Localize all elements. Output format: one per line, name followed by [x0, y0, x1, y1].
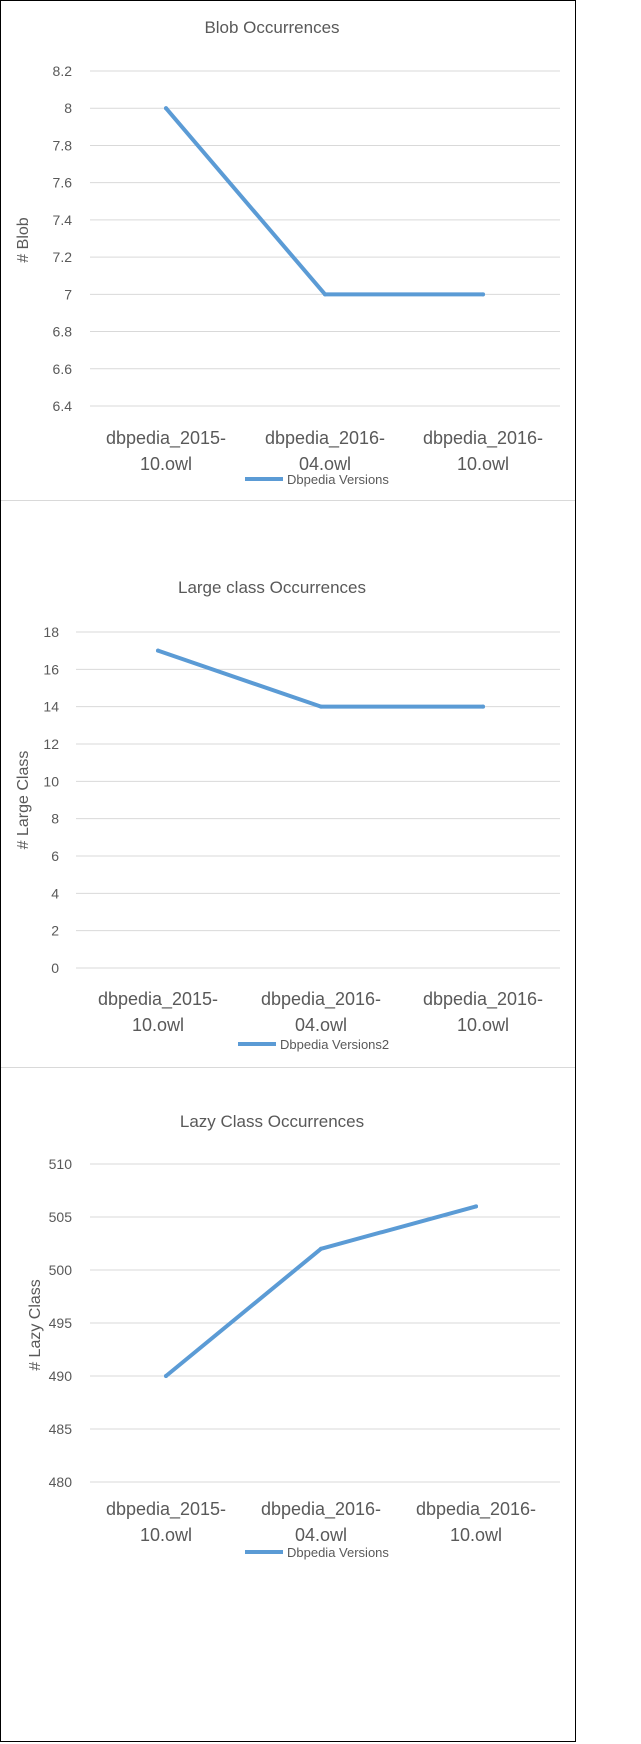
x-tick-label: dbpedia_2016- — [261, 1499, 381, 1520]
data-point — [474, 1204, 478, 1209]
data-point — [481, 292, 485, 297]
chart-separator — [1, 500, 575, 501]
y-tick-label: 2 — [51, 923, 59, 939]
x-tick-label: dbpedia_2016- — [423, 989, 543, 1010]
x-tick-label: 10.owl — [457, 454, 509, 474]
y-tick-label: 505 — [49, 1209, 73, 1225]
y-tick-label: 6.4 — [53, 398, 73, 414]
y-tick-label: 7.2 — [53, 249, 73, 265]
y-tick-label: 8.2 — [53, 63, 73, 79]
data-point — [156, 648, 160, 653]
y-tick-label: 14 — [43, 699, 59, 715]
y-tick-label: 495 — [49, 1315, 73, 1331]
legend-label: Dbpedia Versions — [287, 472, 389, 487]
y-tick-label: 6.6 — [53, 361, 73, 377]
series-line — [156, 648, 485, 709]
legend-label: Dbpedia Versions2 — [280, 1037, 389, 1052]
y-tick-label: 10 — [43, 773, 59, 789]
y-tick-label: 7.8 — [53, 137, 73, 153]
x-tick-label: dbpedia_2016- — [261, 989, 381, 1010]
x-tick-label: 04.owl — [295, 1015, 347, 1035]
x-tick-label: 04.owl — [295, 1525, 347, 1545]
data-point — [319, 1246, 323, 1251]
y-tick-label: 7 — [64, 286, 72, 302]
x-tick-label: dbpedia_2016- — [416, 1499, 536, 1520]
y-tick-label: 6 — [51, 848, 59, 864]
y-tick-label: 12 — [43, 736, 59, 752]
chart-title: Blob Occurrences — [204, 18, 339, 37]
y-tick-label: 7.6 — [53, 175, 73, 191]
data-point — [164, 1374, 168, 1378]
data-point — [481, 704, 485, 709]
y-tick-label: 18 — [43, 624, 59, 640]
data-point — [164, 106, 168, 111]
x-tick-label: dbpedia_2015- — [98, 989, 218, 1010]
legend-label: Dbpedia Versions — [287, 1545, 389, 1560]
x-tick-label: dbpedia_2015- — [106, 1499, 226, 1520]
y-tick-label: 4 — [51, 885, 59, 901]
y-tick-label: 485 — [49, 1421, 73, 1437]
x-tick-label: 04.owl — [299, 454, 351, 474]
y-tick-label: 8 — [64, 100, 72, 116]
series-line — [164, 106, 485, 297]
y-tick-label: 0 — [51, 960, 59, 976]
data-point — [319, 704, 323, 709]
series-line — [164, 1204, 478, 1378]
x-tick-label: 10.owl — [450, 1525, 502, 1545]
y-tick-label: 490 — [49, 1368, 73, 1384]
y-axis-label: # Large Class — [15, 751, 32, 850]
y-tick-label: 510 — [49, 1156, 73, 1172]
x-tick-label: 10.owl — [132, 1015, 184, 1035]
y-axis-label: # Lazy Class — [27, 1279, 44, 1371]
x-tick-label: dbpedia_2016- — [265, 428, 385, 449]
x-tick-label: dbpedia_2015- — [106, 428, 226, 449]
x-tick-label: 10.owl — [140, 454, 192, 474]
chart-title: Lazy Class Occurrences — [180, 1112, 364, 1131]
y-axis-label: # Blob — [15, 217, 32, 262]
x-tick-label: 10.owl — [457, 1015, 509, 1035]
chart-title: Large class Occurrences — [178, 578, 366, 597]
y-tick-label: 500 — [49, 1262, 73, 1278]
y-tick-label: 7.4 — [53, 212, 73, 228]
y-tick-label: 16 — [43, 661, 59, 677]
data-point — [323, 292, 327, 297]
charts-frame — [0, 0, 576, 1742]
y-tick-label: 6.8 — [53, 324, 73, 340]
y-tick-label: 480 — [49, 1474, 73, 1490]
x-tick-label: 10.owl — [140, 1525, 192, 1545]
x-tick-label: dbpedia_2016- — [423, 428, 543, 449]
y-tick-label: 8 — [51, 811, 59, 827]
chart-separator — [1, 1067, 575, 1068]
